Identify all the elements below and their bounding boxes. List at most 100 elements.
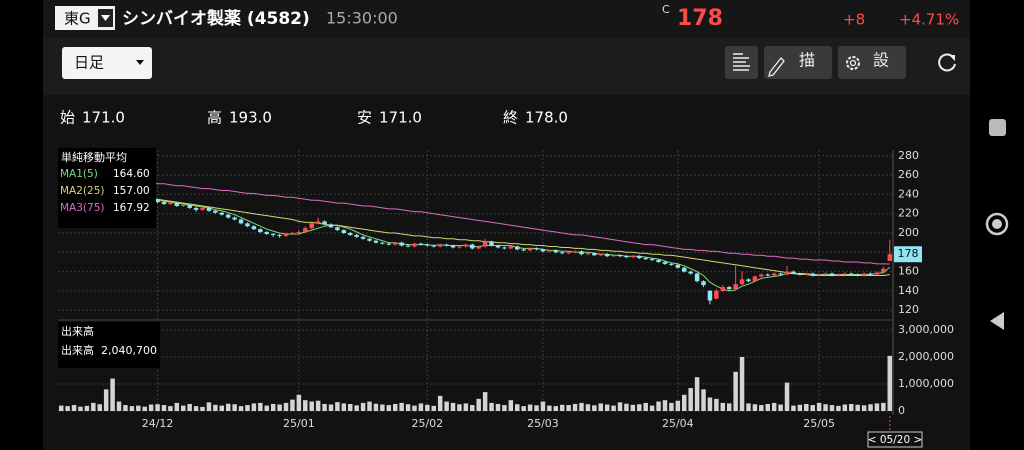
volume-bar [360,402,366,411]
candle-body [617,255,623,257]
candle-body [630,256,636,258]
candle-body [662,261,668,264]
cursor-label: < 05/20 > [868,434,923,446]
candle-body [624,256,629,258]
volume-bar [778,404,783,411]
volume-bar [296,394,302,411]
volume-bar [604,404,610,411]
volume-bar [868,404,873,411]
volume-bar [463,403,469,411]
legend-value: 157.00 [113,185,150,197]
volume-bar [136,405,141,411]
refresh-icon[interactable] [938,53,956,72]
volume-bar [309,401,314,411]
candle-body [515,246,520,250]
candle-body [303,228,308,233]
candle-body [540,249,546,252]
header-bar [43,0,970,38]
volume-bar [662,400,668,411]
volume-bar [225,403,231,411]
volume-bar [116,401,122,411]
candle-body [778,273,783,275]
candle-body [579,251,584,255]
volume-bar [290,399,295,411]
period-select[interactable] [62,47,152,79]
summary-label: 安 [357,109,372,127]
volume-tick-label: 1,000,000 [898,377,954,390]
volume-bar [380,404,385,411]
volume-bar [354,405,359,411]
candle-body [296,232,302,234]
volume-bar [495,403,501,411]
nav-recent[interactable] [989,119,1006,136]
volume-bar [322,403,327,411]
volume-bar [277,404,282,411]
volume-bar [694,377,700,411]
candle-body [823,273,828,275]
volume-bar [874,403,880,411]
volume-bar [810,405,815,411]
volume-bar [714,398,719,411]
volume-bar [534,405,539,411]
volume-bar [367,401,372,411]
volume-bar [264,405,269,411]
candle-body [495,245,501,248]
candle-body [675,264,681,268]
volume-bar [566,405,571,411]
candle-body [309,223,314,229]
draw-button[interactable] [764,46,832,79]
candle-body [187,205,192,208]
candle-body [181,205,186,207]
volume-bar [482,392,488,411]
candle-body [482,241,488,247]
volume-bar [97,404,102,411]
nav-home[interactable] [985,212,1009,236]
volume-bar [148,404,154,411]
candle-body [463,244,469,247]
candle-body [238,219,244,224]
legend-name: MA1(5) [60,168,98,180]
volume-bar [849,403,854,411]
volume-bar [842,404,848,411]
settings-button[interactable] [838,46,906,79]
volume-legend-value: 2,040,700 [101,344,157,357]
candle-body [566,252,571,254]
legend-value: 167.92 [113,202,150,214]
volume-bar [598,403,603,411]
volume-bar [489,402,494,411]
volume-bar [502,405,507,411]
volume-bar [855,404,860,411]
summary-value: 171.0 [82,109,125,127]
legend-name: MA2(25) [60,185,104,197]
volume-bar [444,401,449,411]
candle-body [656,260,661,262]
candle-body [444,244,449,246]
volume-bar [643,402,648,411]
volume-bar [341,403,347,411]
candle-body [431,245,436,247]
volume-bar [65,406,70,411]
candle-body [714,290,719,299]
candle-body [322,221,327,225]
volume-bar [720,402,726,411]
pencil-icon [768,57,785,77]
candle-body [405,245,411,247]
nav-back[interactable] [990,312,1004,330]
volume-bar [656,401,661,411]
volume-bar [161,405,167,411]
volume-bar [78,406,83,411]
volume-bar [579,402,584,411]
candle-body [701,281,706,286]
candle-body [861,273,867,276]
candle-body [315,221,321,224]
candle-body [887,254,893,261]
volume-bar [669,402,674,411]
candle-body [733,284,738,289]
volume-bar [887,355,893,411]
candle-body [232,217,237,220]
volume-bar [58,405,64,411]
candle-body [527,248,533,251]
volume-bar [405,404,411,411]
x-tick-label: 25/05 [803,417,835,430]
ma-lines [61,176,891,292]
